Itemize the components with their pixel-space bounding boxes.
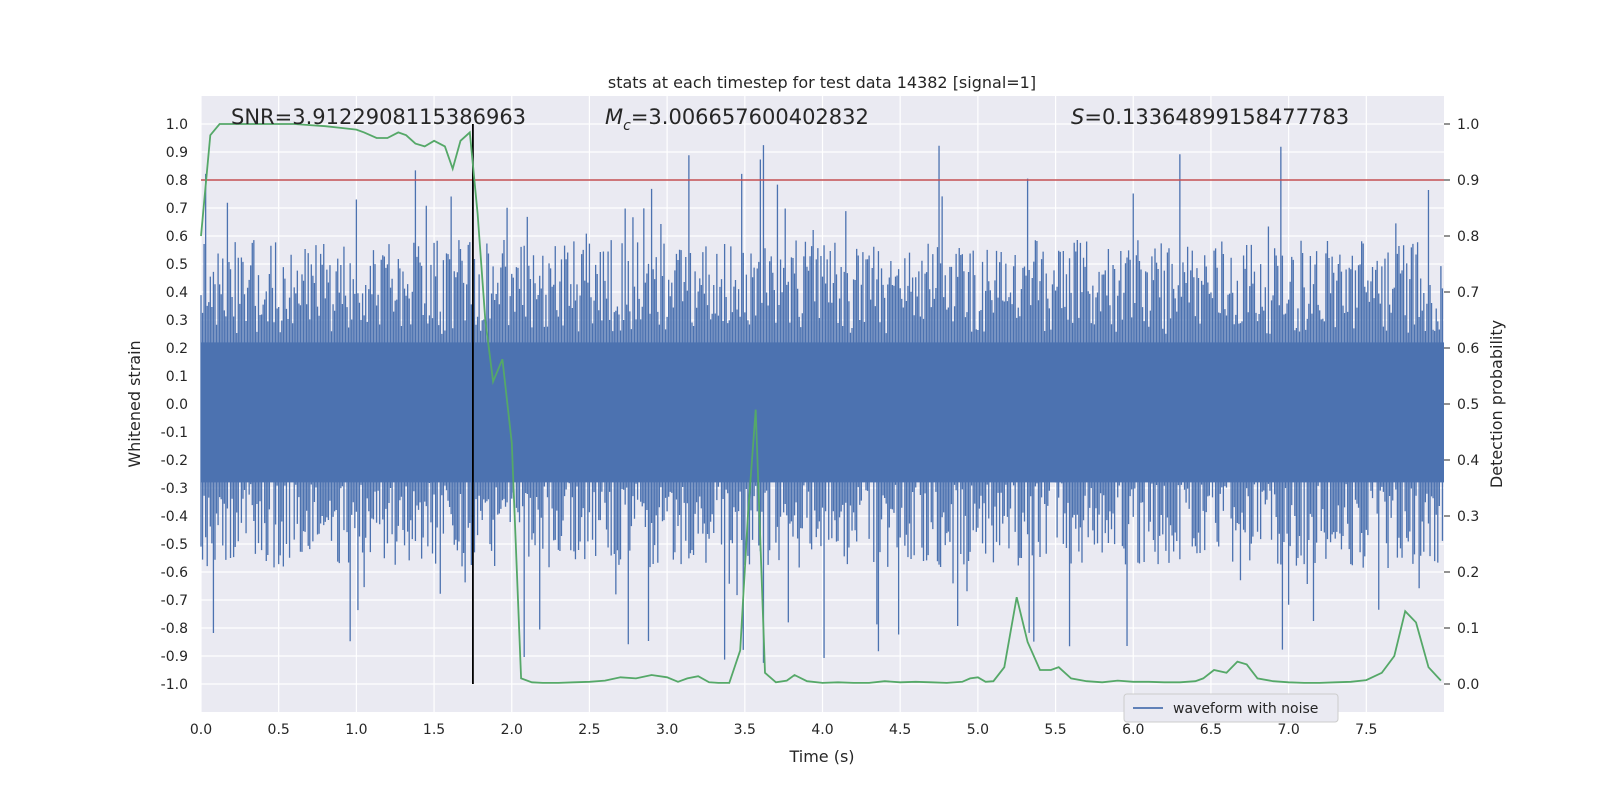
y-right-tick-label: 0.0 [1457,677,1479,693]
y-tick-label: 0.7 [166,201,188,217]
y-tick-label: 0.1 [166,369,188,385]
y-tick-label: 0.6 [166,229,188,245]
legend: waveform with noise [1123,693,1339,723]
y-right-tick-label: 0.5 [1457,397,1479,413]
x-tick-label: 5.0 [967,722,989,738]
x-tick-label: 6.5 [1200,722,1222,738]
probability-line [200,123,1442,684]
y-tick-label: 0.8 [166,173,188,189]
y-tick-label: -0.6 [161,565,188,581]
x-tick-label: 0.0 [190,722,212,738]
y-right-tick-label: 0.9 [1457,173,1479,189]
x-tick-label: 3.0 [656,722,678,738]
y-tick-label: -0.2 [161,453,188,469]
y-right-tick-label: 0.8 [1457,229,1479,245]
y-right-tick-label: 0.2 [1457,565,1479,581]
x-tick-label: 5.5 [1044,722,1066,738]
y-right-tick-label: 0.7 [1457,285,1479,301]
y-tick-label: -0.4 [161,509,188,525]
chirp-mass-symbol: M [605,105,623,129]
y-right-axis-label: Detection probability [1487,320,1506,488]
y-right-tick-labels: 1.0 0.9 0.8 0.7 0.6 0.5 0.4 0.3 0.2 0.1 0.0 [1444,117,1479,693]
x-tick-label: 0.5 [268,722,290,738]
y-right-tick-label: 0.6 [1457,341,1479,357]
x-tick-label: 1.0 [345,722,367,738]
snr-annotation: SNR=3.9122908115386963 [231,105,526,129]
x-tick-label: 3.5 [734,722,756,738]
x-tick-label: 7.0 [1277,722,1299,738]
y-tick-label: -0.1 [161,425,188,441]
y-tick-label: 0.5 [166,257,188,273]
x-tick-label: 4.5 [889,722,911,738]
y-right-tick-label: 0.1 [1457,621,1479,637]
x-axis-label: Time (s) [788,747,854,766]
s-value: =0.13364899158477783 [1084,105,1349,129]
s-annotation: S=0.13364899158477783 [1071,105,1349,129]
waveform-band [201,342,1444,483]
y-tick-label: -0.8 [161,621,188,637]
y-tick-label: 0.0 [166,397,188,413]
x-tick-label: 7.5 [1355,722,1377,738]
x-tick-label: 4.0 [811,722,833,738]
y-tick-label: 1.0 [166,117,188,133]
chirp-mass-subscript: c [623,118,631,134]
x-tick-label: 2.5 [578,722,600,738]
x-tick-label: 6.0 [1122,722,1144,738]
y-tick-label: 0.2 [166,341,188,357]
x-tick-label: 1.5 [423,722,445,738]
s-symbol: S [1071,105,1084,129]
y-right-tick-label: 0.3 [1457,509,1479,525]
y-tick-label: 0.3 [166,313,188,329]
y-right-tick-label: 1.0 [1457,117,1479,133]
x-tick-label: 2.0 [501,722,523,738]
y-right-tick-label: 0.4 [1457,453,1479,469]
y-tick-label: 0.4 [166,285,188,301]
chirp-mass-value: =3.006657600402832 [631,105,869,129]
y-tick-label: -0.3 [161,481,188,497]
legend-label: waveform with noise [1173,701,1318,717]
chirp-mass-annotation: Mc=3.006657600402832 [605,105,869,134]
y-tick-label: -0.7 [161,593,188,609]
waveform-series [200,145,1444,663]
y-tick-label: -1.0 [161,677,188,693]
y-axis-label: Whitened strain [125,340,144,467]
legend-box [1123,693,1339,723]
y-tick-label: -0.9 [161,649,188,665]
y-tick-label: 0.9 [166,145,188,161]
chart-title: stats at each timestep for test data 143… [608,73,1036,92]
y-tick-label: -0.5 [161,537,188,553]
x-tick-labels: 0.0 0.5 1.0 1.5 2.0 2.5 3.0 3.5 4.0 4.5 5.0 5.5 6.0 6… [190,722,1378,738]
y-tick-labels: 1.0 0.9 0.8 0.7 0.6 0.5 0.4 0.3 0.2 0.1 0.0 -0.1 -0.… [161,117,188,693]
